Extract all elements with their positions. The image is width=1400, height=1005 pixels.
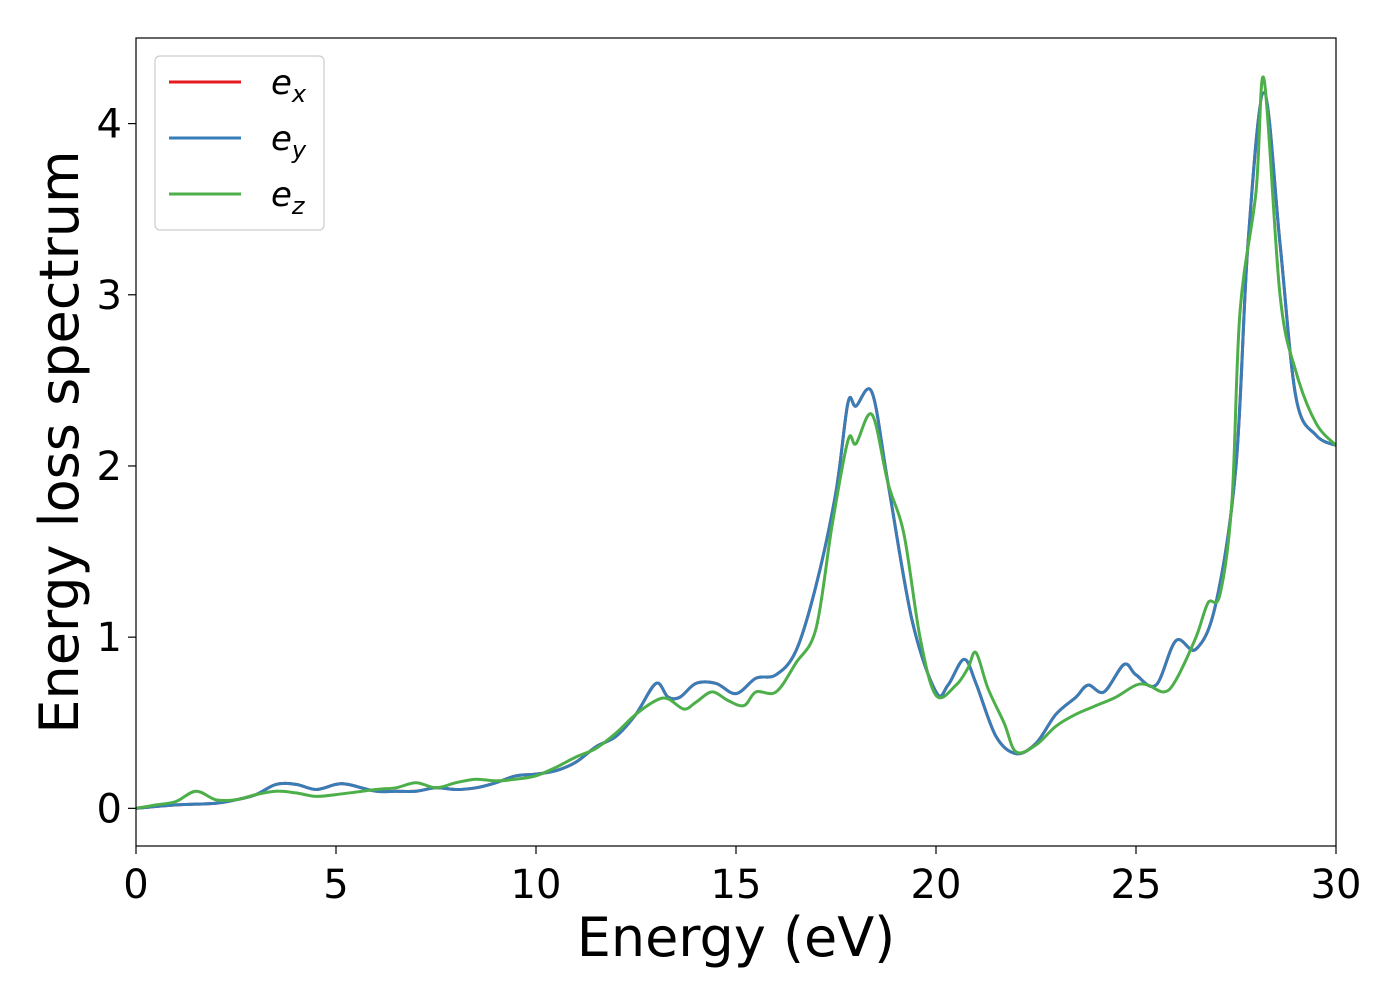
series-layer	[136, 75, 1336, 810]
y-tick-label: 3	[97, 273, 122, 319]
x-tick-label: 20	[911, 862, 962, 908]
y-tick-label: 1	[97, 615, 122, 661]
x-axis-label: Energy (eV)	[577, 906, 896, 969]
x-tick-label: 25	[1111, 862, 1162, 908]
series-line-y	[136, 91, 1336, 810]
y-tick-label: 0	[97, 786, 122, 832]
x-axis: 0 5 10 15 20 25 30	[123, 846, 1361, 908]
series-line-z	[136, 75, 1336, 810]
y-axis-label: Energy loss spectrum	[28, 150, 91, 733]
y-tick-label: 2	[97, 444, 122, 490]
y-tick-label: 4	[97, 102, 122, 148]
plot-area	[136, 38, 1336, 846]
x-tick-label: 5	[323, 862, 348, 908]
x-tick-label: 10	[511, 862, 562, 908]
x-tick-label: 30	[1311, 862, 1362, 908]
x-tick-label: 15	[711, 862, 762, 908]
y-axis: 0 1 2 3 4	[97, 102, 136, 832]
x-tick-label: 0	[123, 862, 148, 908]
legend-box	[154, 55, 325, 231]
